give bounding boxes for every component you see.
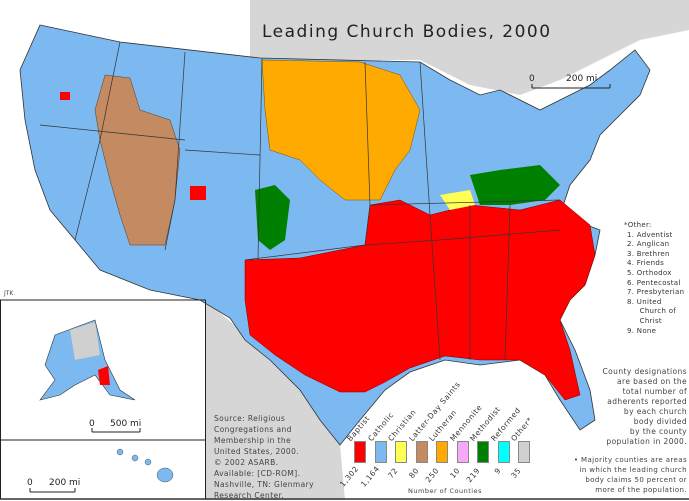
other-item: 4. Friends: [627, 259, 665, 268]
note-line: by each church: [623, 407, 687, 416]
region-lutheran-north: [261, 59, 421, 201]
other-item: 6. Pentecostal: [627, 278, 681, 287]
scale-main-label: 200 mi: [566, 74, 598, 84]
other-item: 3. Brethren: [627, 249, 670, 258]
legend-item: Reformed 9: [489, 400, 522, 500]
scale-alaska-label: 500 mi: [110, 419, 142, 429]
other-item: 9. None: [627, 326, 657, 335]
note-line: population in 2000.: [606, 437, 687, 446]
legend-item: Other* 35: [509, 400, 534, 500]
note-line: County designations: [602, 367, 687, 376]
source-line: Source: Religious: [214, 414, 286, 423]
legend: Baptist 1,302 Catholic 1,164 Christian 72 Latt…: [338, 380, 550, 500]
mexico-land: [205, 300, 345, 500]
scale-main-zero: 0: [529, 74, 535, 84]
other-item: Christ: [627, 316, 662, 325]
other-item: 2. Anglican: [627, 240, 670, 249]
alaska-land: [39, 319, 136, 401]
other-item: 8. United: [627, 297, 662, 306]
region-methodist-east: [470, 165, 560, 205]
other-item: 1. Adventist: [627, 230, 673, 239]
note-line: are based on the: [617, 377, 687, 386]
region-baptist-south: [244, 199, 596, 401]
legend-item: Catholic 1,164: [358, 400, 395, 500]
note-line: more of the population.: [595, 486, 687, 494]
note-line: adherents reported: [607, 397, 687, 406]
legend-item: Baptist 1,302: [338, 400, 372, 500]
region-baptist-west2: [60, 92, 70, 100]
canada-land: [0, 0, 689, 95]
note-line: body claims 50 percent or: [585, 476, 687, 484]
hawaii-inset-frame: [0, 439, 206, 500]
source-line: Membership in the: [214, 436, 292, 445]
source-line: Research Center.: [214, 491, 285, 500]
note-line: by the county: [629, 427, 687, 436]
map-title: Leading Church Bodies, 2000: [262, 22, 552, 42]
majority-note: • Majority counties are areas in which t…: [574, 455, 687, 495]
region-methodist: [255, 185, 290, 250]
legend-swatch: [395, 441, 407, 463]
region-christian: [440, 190, 475, 210]
source-line: Congregations and: [214, 425, 292, 434]
author-signature: JTK: [4, 290, 14, 297]
legend-swatch: [497, 441, 510, 463]
legend-item: Lutheran 250: [424, 400, 459, 500]
source-line: © 2002 ASARB.: [214, 458, 279, 467]
note-line: body divided: [633, 417, 687, 426]
source-line: Nashville, TN: Glenmary: [214, 480, 314, 489]
other-item: Church of: [627, 307, 677, 316]
other-item: 7. Presbyterian: [627, 288, 685, 297]
scale-hawaii-zero: 0: [27, 478, 33, 488]
alaska-other: [70, 322, 100, 360]
region-baptist-west: [190, 186, 206, 200]
scale-alaska-zero: 0: [89, 419, 95, 429]
note-line: • Majority counties are areas: [573, 456, 687, 464]
legend-item: Mennonite 10: [448, 400, 484, 500]
legend-item: Latter-Day Saints 80: [407, 380, 462, 500]
legend-swatch: [374, 441, 387, 463]
legend-swatch: [436, 441, 448, 463]
other-item: 5. Orthodox: [627, 268, 672, 277]
methodology-note: County designations are based on the tot…: [603, 367, 687, 447]
other-note: *Other: 1. Adventist 2. Anglican 3. Bret…: [624, 221, 684, 336]
note-line: in which the leading church: [579, 466, 687, 474]
legend-item: Methodist 219: [465, 400, 503, 500]
legend-swatch: [518, 441, 530, 463]
source-line: Available: [CD-ROM].: [214, 469, 301, 478]
legend-swatch: [456, 441, 469, 463]
state-borders: [39, 41, 561, 361]
other-heading: *Other:: [624, 221, 652, 229]
legend-swatch: [415, 441, 428, 463]
note-line: total number of: [622, 387, 687, 396]
source-note: Source: Religious Congregations and Memb…: [214, 413, 314, 501]
alaska-baptist: [98, 366, 110, 385]
scale-hawaii-label: 200 mi: [49, 478, 81, 488]
hawaii-islands: [116, 448, 174, 483]
legend-caption: Number of Counties: [408, 487, 483, 495]
legend-item: Christian 72: [386, 400, 418, 500]
legend-swatch: [477, 441, 489, 463]
source-line: United States, 2000.: [214, 447, 300, 456]
legend-swatch: [354, 441, 366, 463]
scale-bars: [29, 84, 611, 493]
